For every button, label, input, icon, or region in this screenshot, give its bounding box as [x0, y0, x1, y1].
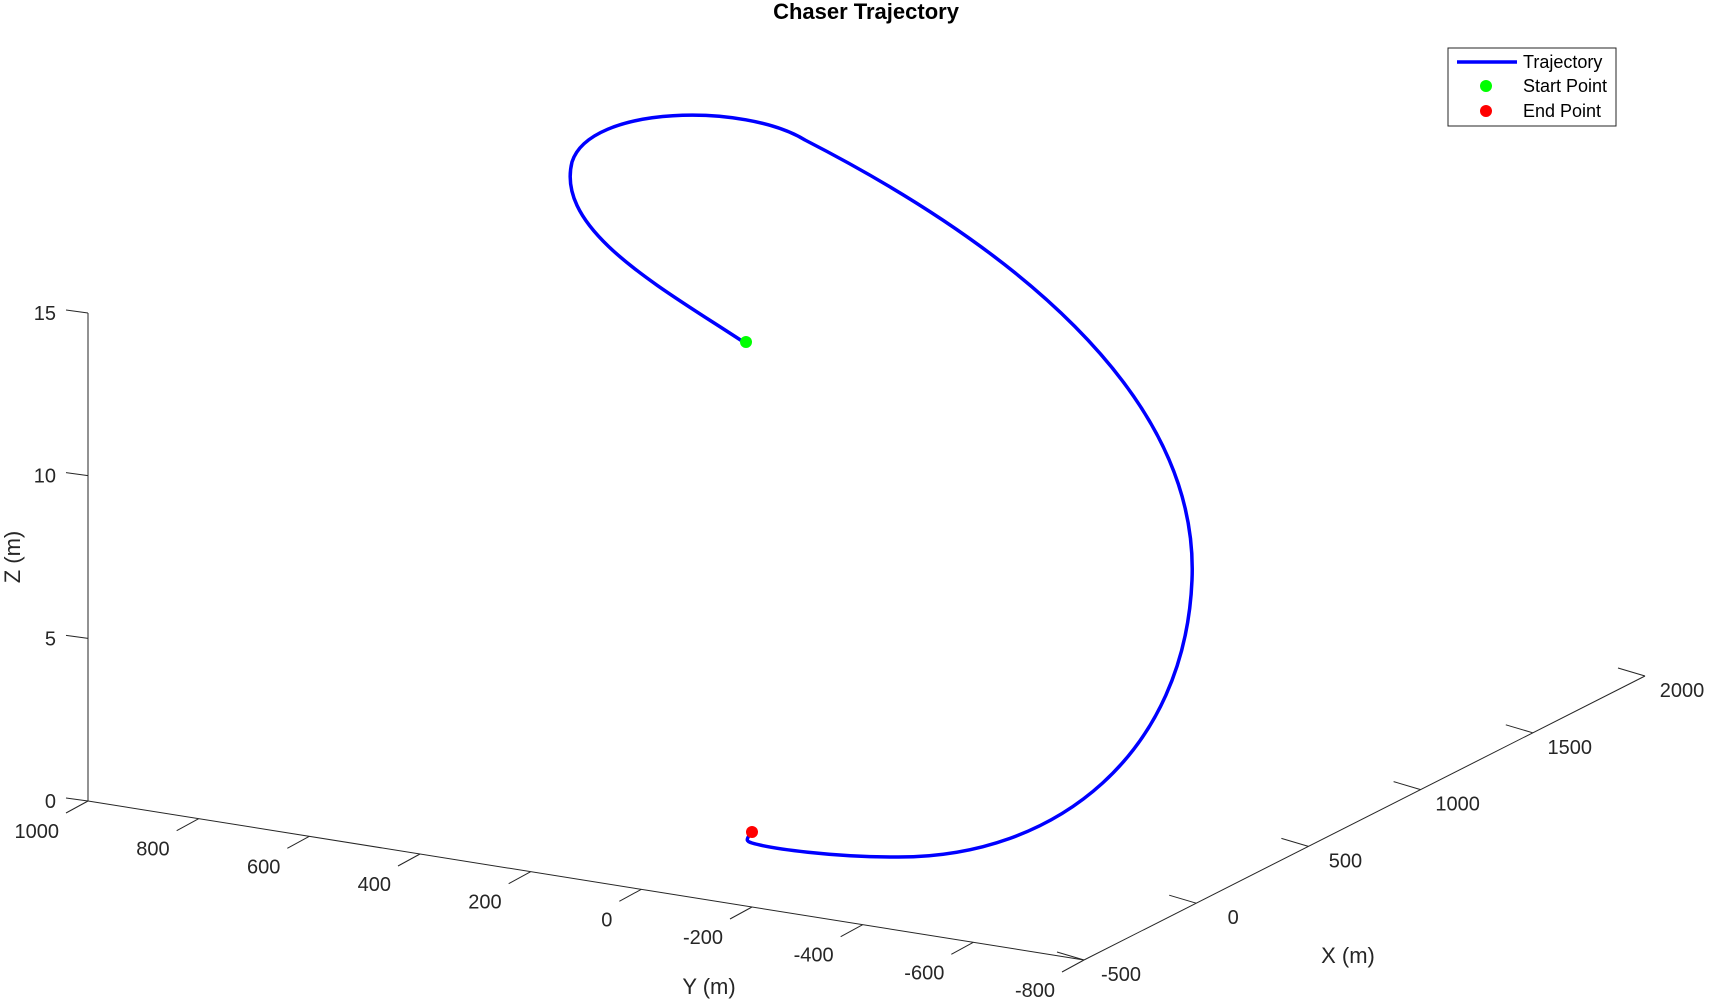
legend-label-end: End Point	[1523, 101, 1601, 121]
y-tick-mark	[951, 941, 974, 955]
legend-label-start: Start Point	[1523, 76, 1607, 96]
legend: Trajectory Start Point End Point	[1447, 47, 1617, 127]
x-tick-label: 0	[1228, 907, 1239, 929]
start-point-marker	[740, 336, 752, 348]
axes-group	[87, 313, 1646, 961]
y-tick-mark	[729, 906, 753, 920]
x-tick-label: 500	[1329, 850, 1362, 872]
legend-label-trajectory: Trajectory	[1523, 52, 1602, 72]
y-tick-label: 600	[247, 856, 280, 878]
x-tick-mark	[1505, 724, 1533, 734]
y-tick-mark	[1061, 959, 1085, 973]
x-axis-line	[1083, 675, 1646, 961]
y-tick-label: 800	[136, 839, 169, 861]
z-axis-label: Z (m)	[0, 531, 25, 584]
x-tick-label: -500	[1101, 964, 1141, 986]
y-tick-mark	[287, 835, 310, 849]
y-tick-label: -800	[1015, 980, 1055, 1000]
x-tick-mark	[1169, 894, 1197, 904]
x-tick-label: 1500	[1548, 737, 1593, 759]
x-tick-mark	[1056, 951, 1085, 961]
y-tick-mark	[397, 853, 421, 867]
x-tick-mark	[1281, 837, 1309, 847]
y-axis-label: Y (m)	[682, 974, 735, 999]
x-tick-mark	[1617, 667, 1646, 677]
y-axis-line	[87, 800, 1085, 961]
z-tick-label: 10	[34, 466, 56, 488]
y-tick-mark	[840, 924, 863, 938]
z-tick-mark	[65, 634, 89, 639]
x-tick-label: 1000	[1435, 794, 1480, 816]
y-tick-mark	[619, 888, 642, 902]
z-tick-label: 5	[45, 628, 56, 650]
end-point-marker	[746, 826, 758, 838]
y-tick-mark	[65, 800, 89, 814]
x-axis-label: X (m)	[1321, 943, 1375, 968]
y-tick-label: -600	[904, 962, 944, 984]
legend-end-swatch	[1480, 105, 1492, 117]
y-tick-label: 1000	[15, 821, 60, 843]
z-tick-label: 15	[34, 303, 56, 325]
x-tick-label: 2000	[1660, 680, 1705, 702]
z-tick-mark	[65, 472, 89, 477]
z-tick-mark	[65, 309, 89, 314]
chart-title: Chaser Trajectory	[773, 0, 960, 24]
y-tick-label: 0	[601, 909, 612, 931]
y-tick-label: 400	[358, 874, 391, 896]
x-tick-mark	[1393, 781, 1421, 791]
y-tick-label: 200	[468, 892, 501, 914]
y-tick-label: -400	[794, 945, 834, 967]
legend-start-swatch	[1480, 80, 1492, 92]
y-tick-label: -200	[683, 927, 723, 949]
trajectory-line	[568, 113, 1194, 859]
z-tick-label: 0	[45, 791, 56, 813]
z-tick-mark	[65, 797, 89, 802]
y-tick-mark	[508, 871, 531, 885]
y-tick-mark	[176, 818, 199, 832]
